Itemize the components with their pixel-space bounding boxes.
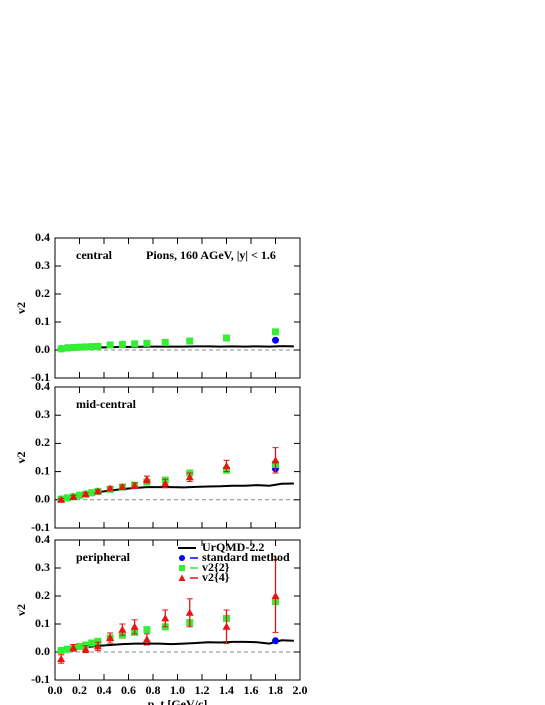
y-tick-label: 0.4 <box>35 532 50 546</box>
y-tick-label: 0.1 <box>35 314 50 328</box>
data-point <box>130 481 139 489</box>
y-tick-label: -0.1 <box>31 520 50 534</box>
data-point <box>82 343 90 351</box>
data-point <box>130 622 139 630</box>
x-tick-label: 0.4 <box>97 683 112 697</box>
x-tick-label: 1.4 <box>219 683 234 697</box>
data-point <box>106 341 114 349</box>
y-axis-label: v2 <box>14 604 28 616</box>
data-point <box>76 491 83 499</box>
data-point <box>88 489 96 497</box>
data-point <box>106 484 115 492</box>
y-tick-label: -0.1 <box>31 672 50 686</box>
data-point <box>69 492 78 500</box>
data-point <box>76 343 83 351</box>
data-point <box>161 338 169 346</box>
x-tick-label: 0.0 <box>48 683 63 697</box>
data-point <box>93 487 102 495</box>
data-point <box>63 344 71 352</box>
y-tick-label: 0.1 <box>35 616 50 630</box>
x-axis-label: p_t [GeV/c] <box>148 697 208 705</box>
legend-label: v2{2} <box>202 560 230 574</box>
x-tick-label: 1.0 <box>170 683 185 697</box>
data-point <box>69 343 77 351</box>
data-point <box>88 343 96 351</box>
data-point <box>272 637 279 645</box>
y-axis-label: v2 <box>14 452 28 464</box>
y-axis-label: v2 <box>14 302 28 314</box>
data-point <box>82 641 90 649</box>
data-point <box>272 336 279 344</box>
x-tick-label: 0.6 <box>121 683 136 697</box>
y-tick-label: 0.3 <box>35 560 50 574</box>
y-tick-label: 0.2 <box>35 588 50 602</box>
data-point <box>143 339 151 347</box>
y-tick-label: 0.4 <box>35 230 50 244</box>
data-point <box>131 340 139 348</box>
y-tick-label: -0.1 <box>31 370 50 384</box>
data-point <box>161 479 170 487</box>
data-point <box>94 637 102 645</box>
data-point <box>118 340 126 348</box>
data-point <box>185 608 194 616</box>
data-point <box>142 475 151 483</box>
y-tick-label: 0.3 <box>35 407 50 421</box>
data-point <box>63 494 71 502</box>
y-tick-label: 0.2 <box>35 435 50 449</box>
data-point <box>57 345 65 353</box>
x-tick-label: 0.2 <box>72 683 87 697</box>
legend-marker <box>179 565 185 571</box>
data-point <box>118 625 127 633</box>
panel-label: peripheral <box>76 550 131 564</box>
data-point <box>57 655 66 662</box>
y-tick-label: 0.1 <box>35 463 50 477</box>
legend-label: UrQMD-2.2 <box>202 540 264 554</box>
y-tick-label: 0.2 <box>35 286 50 300</box>
data-point <box>81 490 90 498</box>
legend-label: standard method <box>202 550 290 564</box>
data-point <box>69 643 78 651</box>
data-line <box>60 639 294 653</box>
legend-marker <box>179 555 185 561</box>
data-point <box>106 634 115 641</box>
data-point <box>57 495 66 503</box>
panel-label: central <box>76 248 113 262</box>
x-tick-label: 1.2 <box>195 683 210 697</box>
x-tick-label: 1.6 <box>244 683 259 697</box>
legend-marker <box>178 574 186 581</box>
data-point <box>271 592 280 599</box>
x-tick-label: 1.8 <box>268 683 283 697</box>
data-point <box>118 483 127 491</box>
data-point <box>57 647 65 655</box>
legend-label: v2{4} <box>202 570 230 584</box>
data-point <box>161 614 170 622</box>
data-point <box>88 639 96 647</box>
x-tick-label: 2.0 <box>293 683 308 697</box>
x-tick-label: 0.8 <box>146 683 161 697</box>
chart-title: Pions, 160 AGeV, |y| < 1.6 <box>146 248 276 262</box>
data-point <box>186 337 194 345</box>
y-tick-label: 0.0 <box>35 342 50 356</box>
y-tick-label: 0.4 <box>35 379 50 393</box>
data-point <box>94 342 102 350</box>
data-point <box>93 642 102 650</box>
data-point <box>271 456 280 464</box>
data-point <box>76 642 83 650</box>
data-point <box>81 645 90 653</box>
data-point <box>223 334 230 342</box>
data-point <box>143 626 151 634</box>
data-point <box>63 645 71 653</box>
y-tick-label: 0.0 <box>35 492 50 506</box>
y-tick-label: 0.0 <box>35 644 50 658</box>
data-point <box>272 328 279 336</box>
data-point <box>142 635 151 643</box>
panel-label: mid-central <box>76 397 137 411</box>
data-point <box>222 622 231 630</box>
data-point <box>185 473 194 481</box>
y-tick-label: 0.3 <box>35 258 50 272</box>
data-point <box>222 461 231 469</box>
